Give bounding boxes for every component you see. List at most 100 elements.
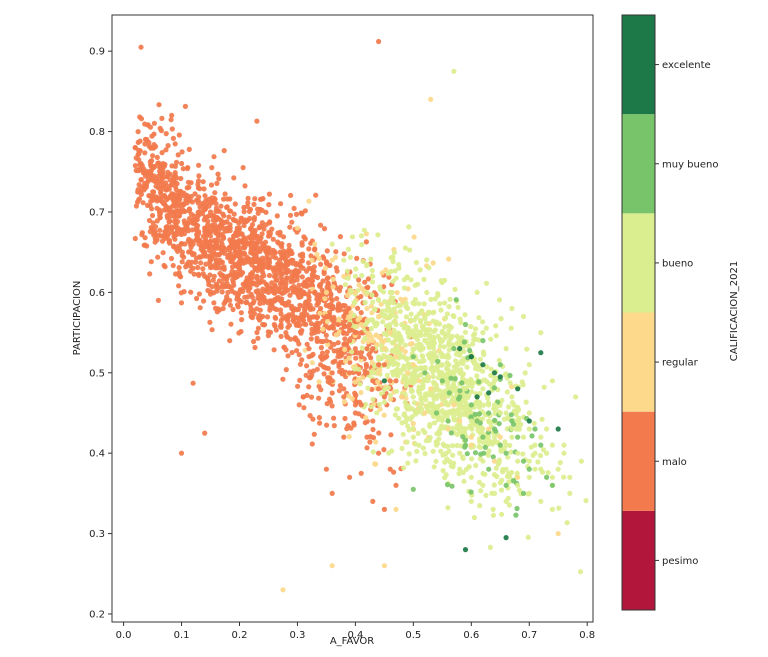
scatter-point-malo [248,305,254,312]
scatter-point-regular [343,358,349,364]
scatter-point-malo [142,150,148,156]
scatter-point-malo [254,265,260,271]
scatter-point-malo [230,306,236,313]
scatter-point-bueno [573,394,579,400]
scatter-point-bueno [404,439,410,445]
scatter-point-regular [388,396,394,402]
scatter-point-malo [273,327,279,333]
scatter-point-malo [197,204,203,210]
scatter-point-malo [285,353,291,359]
scatter-point-malo [155,254,161,260]
scatter-point-malo [208,200,214,206]
scatter-point-malo [298,291,304,297]
scatter-point-malo [358,470,364,476]
scatter-point-bueno [441,443,448,449]
scatter-point-malo [239,259,246,265]
scatter-point-bueno [405,379,411,386]
scatter-point-malo [325,275,331,281]
scatter-point-excelente [457,346,463,352]
scatter-point-malo [266,272,273,279]
scatter-point-bueno [462,329,468,335]
scatter-point-regular [376,370,382,376]
scatter-point-muy-bueno [410,354,416,360]
scatter-point-malo [156,209,163,215]
scatter-point-malo [201,298,207,304]
scatter-point-malo [393,378,399,384]
scatter-point-malo [364,346,370,352]
scatter-point-malo [194,295,200,302]
scatter-point-malo [175,152,181,158]
scatter-point-malo [286,247,292,253]
scatter-point-bueno [419,353,425,359]
scatter-point-muy-bueno [549,482,556,488]
scatter-point-malo [306,384,312,390]
scatter-point-bueno [474,373,480,379]
scatter-point-malo [277,229,283,235]
scatter-point-malo [260,321,266,328]
scatter-point-bueno [406,451,412,457]
scatter-point-malo [306,265,312,271]
y-tick-label: 0.4 [89,449,105,460]
scatter-point-malo [211,273,217,279]
scatter-point-bueno [442,334,448,341]
scatter-point-malo [201,186,207,192]
scatter-point-bueno [519,379,525,385]
scatter-point-muy-bueno [433,410,440,416]
scatter-point-regular [497,434,503,440]
scatter-point-bueno [412,441,418,447]
scatter-point-malo [352,390,358,396]
scatter-point-malo [376,386,382,392]
scatter-point-malo [323,313,329,320]
y-axis-label: PARTICIPACION [72,281,83,356]
scatter-point-regular [312,241,318,247]
scatter-point-malo [144,243,150,249]
scatter-point-regular [322,265,328,271]
scatter-point-malo [318,305,324,312]
scatter-point-malo [336,288,343,294]
scatter-point-bueno [526,458,532,464]
scatter-point-regular [333,332,339,338]
scatter-point-muy-bueno [497,362,503,368]
scatter-point-bueno [379,308,385,314]
scatter-point-bueno [414,336,421,342]
scatter-point-bueno [403,314,409,320]
scatter-point-malo [298,329,304,335]
scatter-point-bueno [399,354,405,360]
scatter-point-bueno [578,458,585,464]
scatter-point-bueno [463,404,469,410]
scatter-point-malo [289,305,295,312]
scatter-point-malo [329,490,335,496]
scatter-point-malo [242,294,248,300]
scatter-point-muy-bueno [482,444,488,450]
scatter-point-bueno [444,456,450,462]
scatter-point-malo [228,321,234,327]
scatter-point-malo [265,265,271,271]
scatter-point-malo [307,306,313,312]
scatter-point-malo [246,285,252,291]
scatter-point-malo [260,260,266,266]
scatter-point-malo [351,318,357,324]
scatter-point-bueno [407,247,413,253]
scatter-point-bueno [472,326,479,332]
y-tick-label: 0.3 [89,529,105,540]
scatter-point-bueno [401,465,407,471]
scatter-point-bueno [479,368,486,374]
scatter-point-malo [370,346,376,352]
scatter-point-malo [381,362,387,368]
scatter-point-excelente [538,350,544,356]
scatter-point-bueno [448,410,454,416]
scatter-point-malo [236,249,243,255]
scatter-point-malo [137,148,143,154]
scatter-point-malo [381,447,387,453]
scatter-point-bueno [477,444,483,450]
scatter-point-bueno [413,259,419,266]
scatter-point-bueno [437,301,443,307]
scatter-point-muy-bueno [480,338,486,344]
scatter-point-regular [555,531,561,537]
scatter-point-malo [159,115,165,121]
scatter-point-malo [367,439,373,445]
scatter-point-malo [246,276,252,282]
scatter-point-regular [377,406,383,412]
scatter-point-bueno [395,303,401,309]
